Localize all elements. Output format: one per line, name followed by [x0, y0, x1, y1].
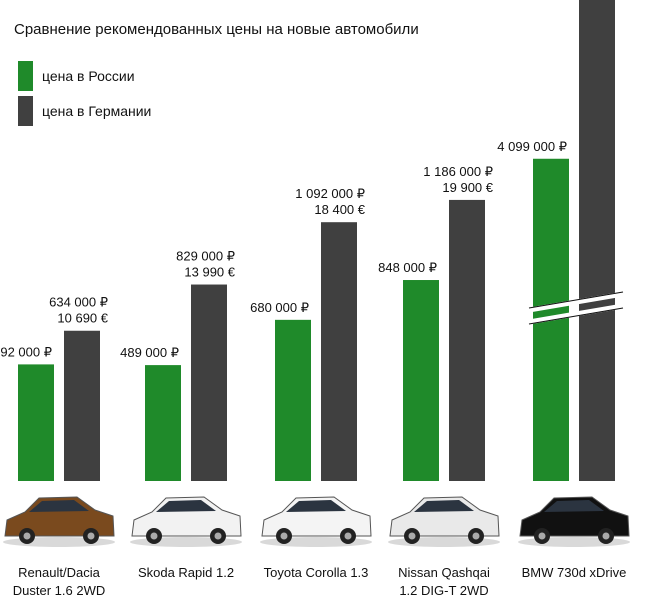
car-hub-rear-3 [472, 532, 480, 540]
bar-russia-2 [275, 319, 311, 481]
car-duster-icon [3, 496, 115, 547]
car-hub-front-4 [538, 532, 546, 540]
category-label-0-0: Renault/Dacia [18, 565, 100, 580]
value-label-russia-2-0: 680 000 ₽ [250, 300, 309, 315]
category-label-4-0: BMW 730d xDrive [522, 565, 627, 580]
value-label-germany-0-1: 10 690 € [57, 311, 108, 326]
category-label-2-0: Toyota Corolla 1.3 [264, 565, 369, 580]
bar-germany-3 [449, 199, 485, 481]
category-label-3-1: 1.2 DIG-T 2WD [399, 583, 488, 598]
category-label-0-1: Duster 1.6 2WD [13, 583, 105, 598]
car-window-1 [156, 500, 216, 512]
car-window-3 [414, 500, 474, 512]
car-hub-rear-2 [344, 532, 352, 540]
value-label-russia-4-0: 4 099 000 ₽ [497, 139, 567, 154]
car-hub-front-0 [23, 532, 31, 540]
legend: цена в России цена в Германии [18, 61, 151, 126]
axis-break-lower-4 [528, 303, 624, 325]
bar-germany-4 [579, 0, 615, 481]
axis-break-line-b-4 [528, 307, 624, 325]
value-label-germany-2-0: 1 092 000 ₽ [295, 186, 365, 201]
legend-swatch-germany [18, 96, 33, 126]
car-bmw-icon [518, 496, 630, 547]
value-label-russia-0-0: 492 000 ₽ [0, 344, 52, 359]
car-hub-front-2 [280, 532, 288, 540]
car-corolla-icon [260, 496, 372, 547]
bar-russia-3 [403, 280, 439, 481]
value-label-germany-3-1: 19 900 € [442, 180, 493, 195]
value-label-germany-2-1: 18 400 € [314, 202, 365, 217]
chart-title: Сравнение рекомендованных цены на новые … [14, 21, 419, 38]
car-hub-rear-0 [87, 532, 95, 540]
car-hub-front-1 [150, 532, 158, 540]
car-qashqai-icon [388, 496, 500, 547]
car-body-0 [4, 496, 115, 537]
value-label-germany-3-0: 1 186 000 ₽ [423, 164, 493, 179]
legend-swatch-russia [18, 61, 33, 91]
bar-germany-2 [321, 222, 357, 482]
bar-germany-1 [191, 284, 227, 481]
car-hub-rear-4 [602, 532, 610, 540]
car-body-2 [261, 496, 372, 537]
axis-break-upper-4 [528, 291, 624, 313]
legend-label-germany: цена в Германии [42, 103, 151, 119]
car-rapid-icon [130, 496, 242, 547]
car-hub-front-3 [408, 532, 416, 540]
value-label-germany-1-0: 829 000 ₽ [176, 249, 235, 264]
car-body-3 [389, 496, 500, 537]
category-label-3-0: Nissan Qashqai [398, 565, 490, 580]
legend-label-russia: цена в России [42, 68, 135, 84]
category-label-1-0: Skoda Rapid 1.2 [138, 565, 234, 580]
value-label-germany-0-0: 634 000 ₽ [49, 295, 108, 310]
bar-russia-0 [18, 364, 54, 481]
car-window-2 [286, 500, 346, 512]
car-hub-rear-1 [214, 532, 222, 540]
car-window-4 [544, 500, 604, 512]
car-body-1 [131, 496, 242, 537]
value-label-russia-3-0: 848 000 ₽ [378, 260, 437, 275]
car-window-0 [29, 500, 89, 512]
value-label-germany-1-1: 13 990 € [184, 265, 235, 280]
value-label-russia-1-0: 489 000 ₽ [120, 345, 179, 360]
car-body-4 [519, 496, 630, 537]
bar-russia-1 [145, 365, 181, 481]
bar-germany-0 [64, 330, 100, 481]
axis-break-line-a-4 [528, 291, 624, 309]
